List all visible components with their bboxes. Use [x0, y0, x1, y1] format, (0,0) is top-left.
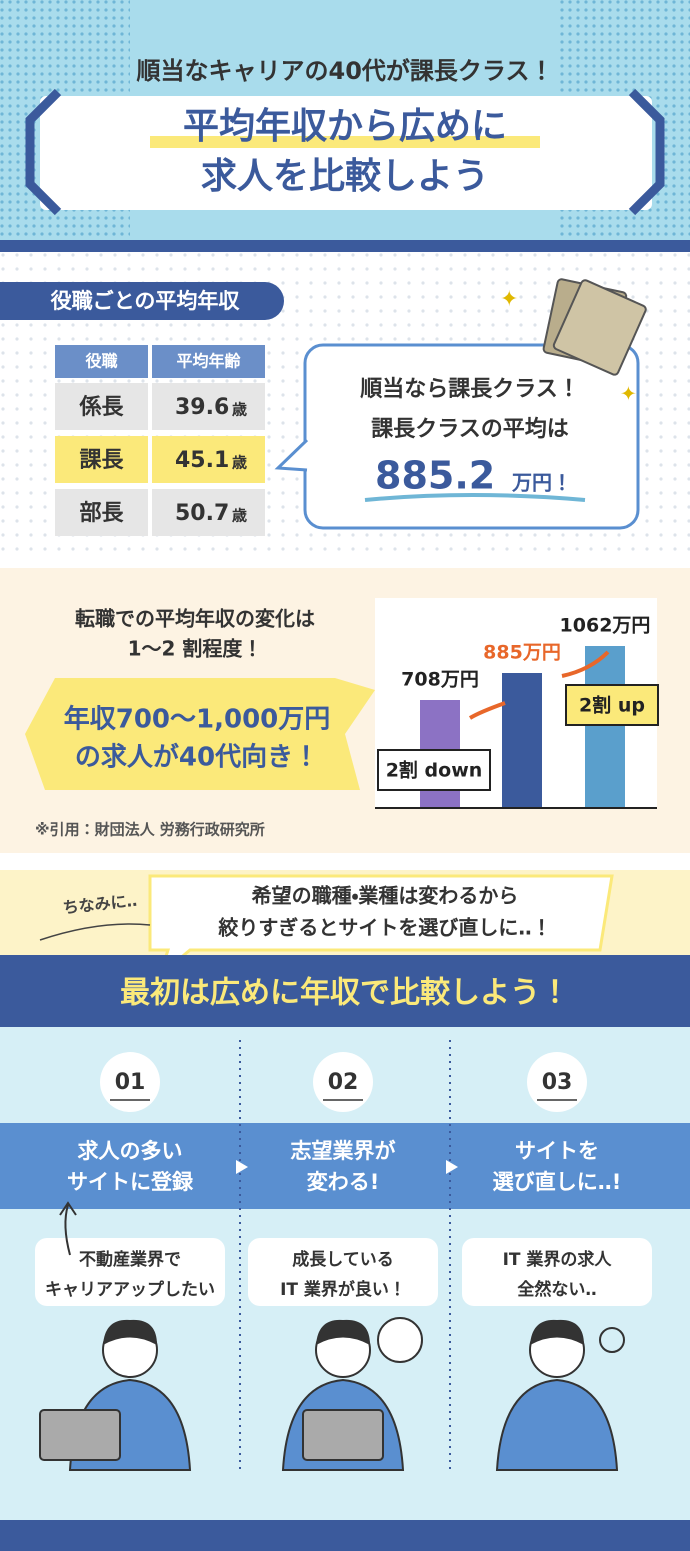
annotation-box: [565, 684, 659, 726]
table-age: 45.1: [175, 448, 229, 473]
step-circle: [527, 1052, 587, 1112]
annotation-box: [377, 749, 491, 791]
person-hair: [103, 1319, 157, 1345]
value-label: 1062万円: [560, 615, 651, 637]
text: 1〜2 割程度！: [128, 637, 263, 661]
person-body: [495, 1378, 619, 1471]
step-bubble: [248, 1238, 438, 1306]
speech-text: 絞りすぎるとサイトを選び直しに‥！: [217, 916, 551, 940]
scribble: [39, 923, 151, 941]
table-cell: [55, 436, 148, 483]
bar: [585, 646, 625, 808]
person-hair: [316, 1319, 370, 1345]
section-label-bg: [0, 282, 284, 320]
speech-text: 希望の職種・業種は変わるから: [252, 884, 519, 908]
title-box: [40, 96, 652, 210]
table-cell: [152, 383, 265, 430]
bracket: [628, 88, 665, 216]
banner: 最初は広めに年収で比較しよう！: [120, 976, 570, 1011]
amount: 885.2: [375, 454, 495, 498]
table-header-cell: [55, 345, 148, 378]
table-age: 39.6: [175, 395, 229, 420]
table-header-cell: [152, 345, 265, 378]
table-cell: [55, 489, 148, 536]
laptop: [302, 1409, 384, 1461]
callout-text: の求人が40代向き！: [75, 742, 319, 773]
step-circle: [313, 1052, 373, 1112]
laptop: [39, 1409, 121, 1461]
annotation: 2割 up: [579, 694, 645, 717]
callout-text: 年収700〜1,000万円: [64, 704, 331, 735]
step-title: サイトに登録: [67, 1170, 194, 1194]
table-header: 役職: [84, 352, 117, 371]
table-cell: [55, 383, 148, 430]
svg-text:✦: ✦: [500, 287, 518, 312]
person-hair: [530, 1319, 584, 1345]
title: 求人を比較しよう: [201, 156, 489, 197]
table-role: 部長: [79, 501, 124, 526]
bar: [502, 673, 542, 808]
step-title: 志望業界が: [290, 1139, 396, 1163]
step-number: 02: [328, 1070, 359, 1095]
table-header: 平均年齢: [176, 352, 241, 371]
source: ※引用：財団法人 労務行政研究所: [35, 821, 265, 839]
step-bubble-text: キャリアアップしたい: [45, 1279, 215, 1300]
bracket: [25, 88, 62, 216]
step-title: 変わる!: [307, 1170, 380, 1194]
bubble-text: 課長クラスの平均は: [371, 416, 569, 442]
step-bubble-text: 全然ない‥: [517, 1279, 596, 1300]
highlight: [150, 136, 540, 148]
callout: [25, 678, 375, 790]
table-age: 50.7: [175, 501, 229, 526]
step-bubble-text: 成長している: [292, 1249, 394, 1270]
arrow: [446, 1160, 458, 1174]
arrow: [236, 1160, 248, 1174]
step-bubble-text: IT 業界が良い！: [280, 1279, 406, 1300]
step-bubble-text: IT 業界の求人: [503, 1249, 613, 1270]
step-number: 03: [542, 1070, 573, 1095]
value-label: 885万円: [483, 642, 561, 664]
value-label: 708万円: [401, 669, 479, 691]
idea-bubble: [377, 1317, 423, 1363]
step-bubble: [35, 1238, 225, 1306]
step-number: 01: [115, 1070, 146, 1095]
table-cell: [152, 489, 265, 536]
step-bubble-text: 不動産業界で: [79, 1249, 181, 1270]
footer-band: [0, 1520, 690, 1551]
text: 転職での平均年収の変化は: [75, 607, 315, 631]
bubble: [303, 343, 640, 530]
title: 平均年収から広めに: [183, 106, 507, 147]
step-title: 求人の多い: [78, 1139, 183, 1163]
annotation: 2割 down: [386, 759, 483, 782]
worry-bubble: [599, 1327, 625, 1353]
arrow: [468, 701, 506, 720]
amount-unit: 万円！: [511, 471, 572, 495]
arrow: [561, 650, 610, 678]
table-unit: 歳: [232, 401, 247, 419]
table-role: 課長: [79, 448, 124, 473]
subtitle: 順当なキャリアの40代が課長クラス！: [137, 57, 554, 85]
steps-band: [0, 1123, 690, 1209]
step-title: 選び直しに‥!: [493, 1170, 622, 1194]
underline: [364, 493, 586, 502]
table-cell: [152, 436, 265, 483]
pointer-arrow: [59, 1201, 77, 1256]
bubble-tail: [274, 438, 309, 472]
table-unit: 歳: [232, 507, 247, 525]
step-circle: [100, 1052, 160, 1112]
banner-bg: [0, 955, 690, 1027]
table-unit: 歳: [232, 454, 247, 472]
stripe: [0, 240, 690, 252]
step-bubble: [462, 1238, 652, 1306]
svg-text:✦: ✦: [620, 382, 637, 406]
money-icon: ✦ ✦: [500, 278, 647, 406]
table-role: 係長: [78, 395, 124, 420]
bubble-text: 順当なら課長クラス！: [360, 377, 580, 402]
step-title: サイトを: [515, 1139, 599, 1163]
section-label: 役職ごとの平均年収: [50, 289, 241, 313]
